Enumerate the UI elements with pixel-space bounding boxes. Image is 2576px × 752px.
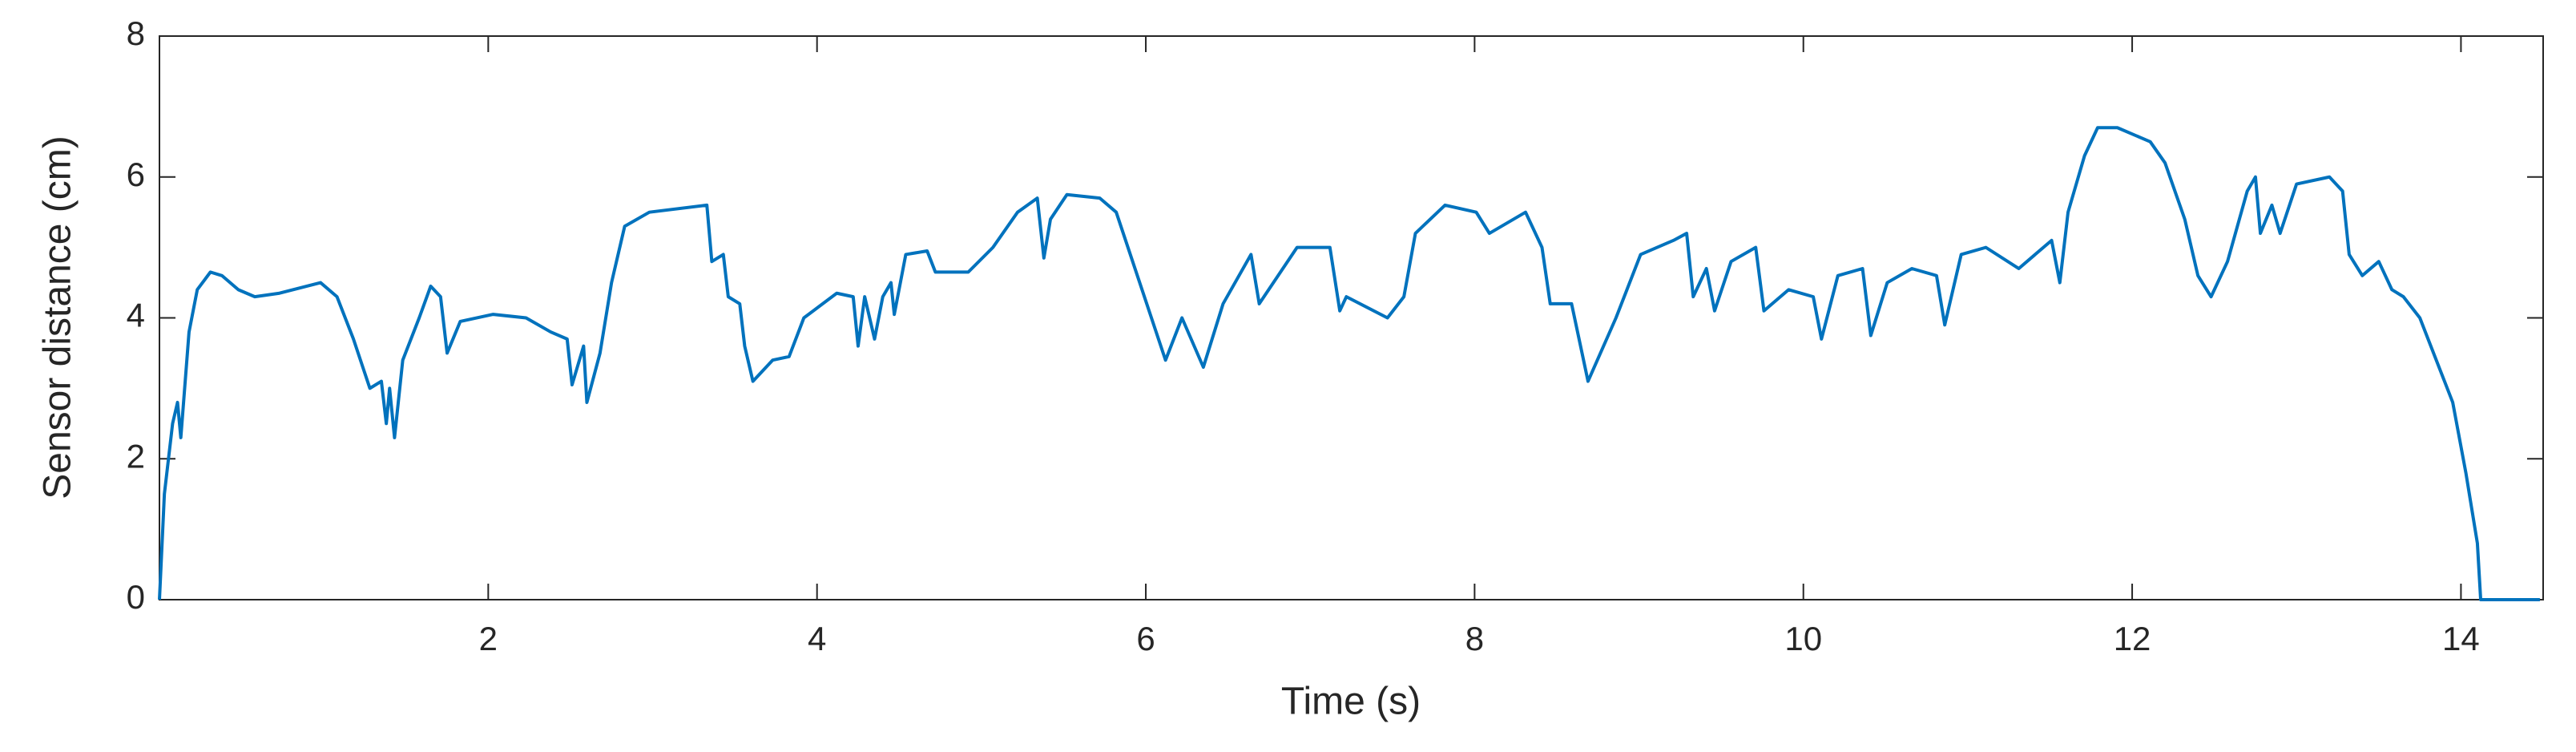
- y-tick-label: 2: [127, 437, 145, 475]
- x-tick-label: 4: [808, 620, 826, 657]
- x-tick-label: 2: [479, 620, 498, 657]
- x-tick-label: 10: [1784, 620, 1822, 657]
- x-tick-label: 8: [1465, 620, 1484, 657]
- x-axis-label: Time (s): [1281, 681, 1421, 723]
- x-tick-label: 12: [2114, 620, 2151, 657]
- x-tick-label: 6: [1136, 620, 1155, 657]
- y-axis-label: Sensor distance (cm): [37, 135, 79, 499]
- y-tick-label: 8: [127, 14, 145, 52]
- y-tick-label: 6: [127, 156, 145, 193]
- x-tick-label: 14: [2442, 620, 2480, 657]
- y-tick-label: 4: [127, 297, 145, 334]
- y-tick-label: 0: [127, 578, 145, 616]
- data-line: [158, 126, 2540, 601]
